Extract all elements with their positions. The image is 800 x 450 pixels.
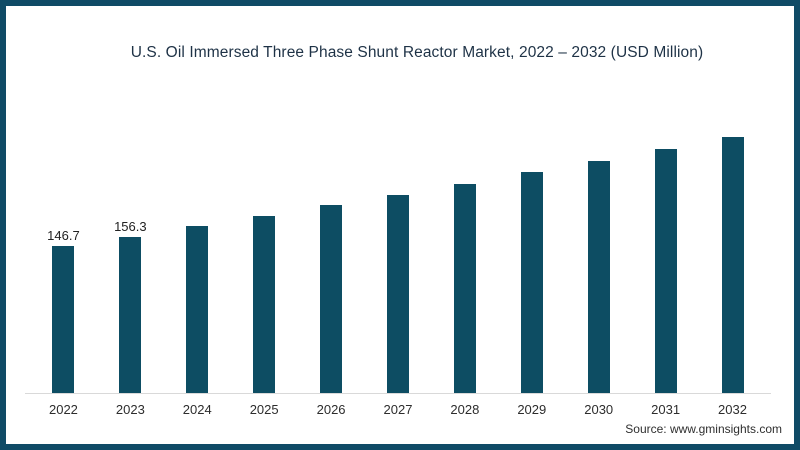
bar-2029 [520,172,543,393]
bar-2032 [721,136,744,393]
bar-2022 [52,246,75,393]
bar-column-2023: 156.3 [97,133,164,393]
bar-column-2022: 146.7 [30,133,97,393]
x-axis-label-2029: 2029 [517,402,547,417]
x-axis-line [25,393,771,394]
bar-2030 [587,161,610,393]
bar-2031 [654,148,677,393]
bar-2026 [320,205,343,393]
bar-2028 [453,183,476,393]
x-axis-label-2028: 2028 [450,402,480,417]
chart-title: U.S. Oil Immersed Three Phase Shunt Reac… [130,44,704,61]
bar-column-2030 [565,133,632,393]
x-axis-label-2026: 2026 [316,402,346,417]
bar-column-2025 [231,133,298,393]
bar-2023 [119,236,142,393]
bar-value-label-2022: 146.7 [47,228,80,244]
x-axis-label-2031: 2031 [651,402,681,417]
bar-column-2027 [365,133,432,393]
bar-column-2026 [298,133,365,393]
bar-column-2024 [164,133,231,393]
bar-column-2028 [431,133,498,393]
bar-2025 [253,215,276,393]
bar-column-2029 [498,133,565,393]
source-attribution: Source: www.gminsights.com [625,422,782,436]
bar-value-label-2023: 156.3 [114,218,147,234]
x-axis-label-2025: 2025 [249,402,279,417]
x-axis-label-2023: 2023 [115,402,145,417]
bar-chart: 146.7 156.3 [30,133,766,393]
x-axis-label-2030: 2030 [584,402,614,417]
x-axis-label-2027: 2027 [383,402,413,417]
x-axis-labels: 2022 2023 2024 2025 2026 2027 2028 2029 2030 2031… [30,402,766,417]
bar-column-2031 [632,133,699,393]
x-axis-label-2024: 2024 [182,402,212,417]
bar-2024 [186,225,209,393]
bar-column-2032 [699,133,766,393]
x-axis-label-2022: 2022 [48,402,78,417]
bar-2027 [386,195,409,393]
x-axis-label-2032: 2032 [718,402,747,417]
